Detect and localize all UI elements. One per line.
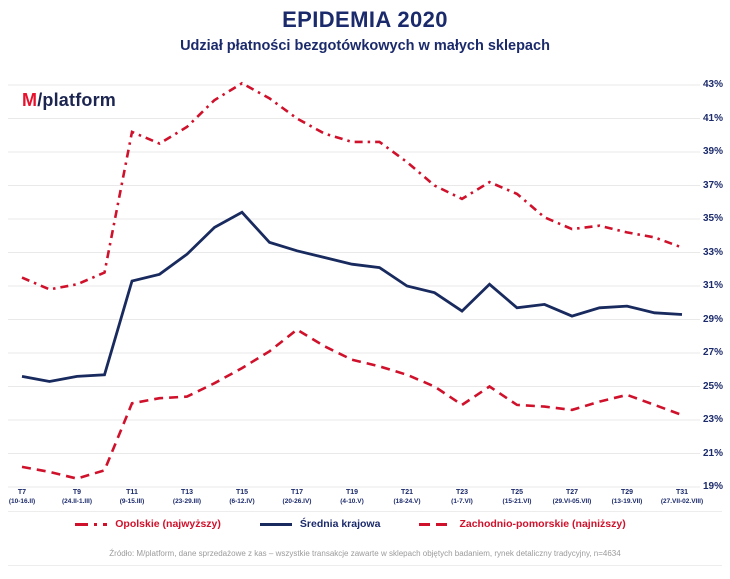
y-tick-label: 31% [703, 280, 724, 291]
x-tick-week: T9 [72, 489, 82, 496]
x-tick-week: T15 [235, 489, 249, 496]
page-title: EPIDEMIA 2020 [282, 7, 448, 32]
x-tick-dates: (20-26.IV) [282, 497, 312, 505]
legend-label-opolskie: Opolskie (najwyższy) [115, 518, 221, 530]
y-tick-label: 29% [703, 313, 724, 325]
series-line-dashdot [21, 81, 683, 291]
legend-item-zachodnio-pomorskie: Zachodnio-pomorskie (najniższy) [418, 518, 626, 530]
x-tick-label: T29 (13-19.VII) [597, 489, 657, 506]
y-tick-label: 41% [703, 112, 724, 124]
x-tick-week: T19 [345, 489, 359, 496]
x-tick-week: T11 [126, 489, 138, 496]
x-tick-week: T13 [180, 489, 194, 496]
x-tick-dates: (23-29.III) [172, 497, 202, 505]
x-tick-label: T13 (23-29.III) [157, 489, 217, 506]
series-line-solid [21, 210, 683, 383]
x-tick-dates: (18-24.V) [393, 497, 421, 505]
page-subtitle: Udział płatności bezgotówkowych w małych… [180, 38, 550, 54]
x-tick-week: T27 [565, 489, 579, 496]
x-tick-label: T27 (29.VI-05.VII) [542, 489, 602, 506]
x-tick-dates: (9-15.III) [119, 497, 145, 505]
y-tick-label: 37% [703, 179, 724, 191]
solid-line-icon [259, 522, 292, 526]
x-tick-week: T23 [455, 489, 469, 496]
x-tick-dates: (24.II-1.III) [62, 497, 92, 505]
legend-item-srednia-krajowa: Średnia krajowa [259, 518, 381, 530]
x-tick-week: T25 [510, 489, 524, 496]
legend-item-opolskie: Opolskie (najwyższy) [74, 518, 221, 530]
x-tick-week: T21 [400, 489, 414, 496]
dashed-line-icon [419, 522, 452, 526]
x-tick-label: T7 (10-16.II) [0, 489, 52, 506]
x-tick-dates: (29.VI-05.VII) [552, 497, 592, 505]
y-tick-label: 27% [703, 347, 724, 358]
x-tick-label: T15 (6-12.IV) [212, 489, 272, 506]
y-tick-label: 43% [703, 79, 724, 90]
x-tick-label: T17 (20-26.IV) [267, 489, 327, 506]
y-tick-label: 25% [703, 380, 724, 392]
series-line-dashed [21, 328, 683, 480]
mplatform-logo-text: /platform [37, 90, 117, 110]
x-tick-label: T25 (15-21.VI) [487, 489, 547, 506]
x-tick-label: T19 (4-10.V) [322, 489, 382, 506]
y-tick-label: 39% [703, 146, 724, 157]
x-tick-label: T11 (9-15.III) [102, 489, 162, 506]
x-tick-dates: (4-10.V) [340, 497, 364, 505]
x-tick-week: T31 [675, 489, 689, 496]
x-tick-dates: (27.VII-02.VIII) [660, 497, 704, 505]
y-tick-label: 23% [703, 414, 724, 425]
y-tick-label: 21% [703, 447, 724, 459]
x-tick-label: T9 (24.II-1.III) [47, 489, 107, 506]
y-tick-label: 19% [703, 481, 724, 492]
x-tick-dates: (1-7.VI) [451, 497, 473, 505]
x-tick-week: T17 [290, 489, 304, 496]
mplatform-logo-mark: M [22, 90, 38, 110]
mplatform-logo: M/platform [22, 90, 116, 111]
x-tick-dates: (15-21.VI) [502, 497, 532, 505]
x-tick-week: T7 [17, 489, 27, 496]
x-tick-dates: (13-19.VII) [611, 497, 643, 505]
chart-legend: Opolskie (najwyższy) Średnia krajowa Zac… [0, 514, 700, 534]
y-tick-label: 35% [703, 213, 724, 224]
x-tick-dates: (10-16.II) [8, 497, 36, 505]
x-tick-label: T23 (1-7.VI) [432, 489, 492, 506]
x-tick-week: T29 [620, 489, 634, 496]
legend-label-srednia-krajowa: Średnia krajowa [299, 518, 381, 530]
x-tick-label: T21 (18-24.V) [377, 489, 437, 506]
dashdot-line-icon [75, 522, 108, 526]
source-note: Źródło: M/platform, dane sprzedażowe z k… [109, 549, 621, 558]
x-tick-label: T31 (27.VII-02.VIII) [652, 489, 712, 506]
y-tick-label: 33% [703, 246, 724, 258]
legend-label-zachodnio-pomorskie: Zachodnio-pomorskie (najniższy) [459, 518, 626, 530]
x-tick-dates: (6-12.IV) [229, 497, 255, 505]
